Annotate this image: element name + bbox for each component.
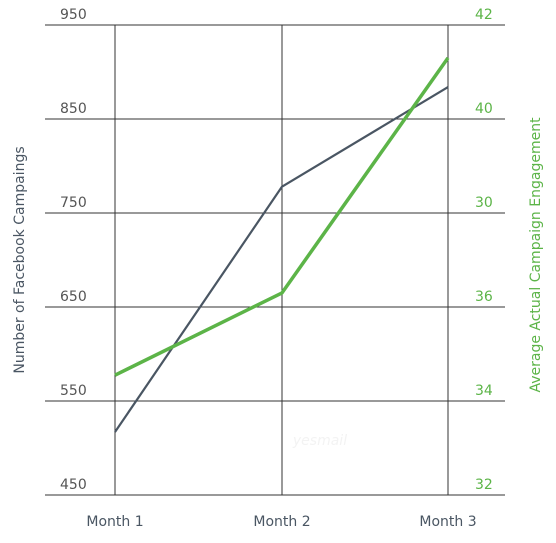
y2-tick-label: 34 (475, 383, 493, 399)
y2-tick-label: 40 (475, 101, 493, 117)
x-tick-label: Month 1 (86, 514, 143, 530)
series-line (114, 86, 449, 433)
series-line (114, 56, 450, 377)
watermark: yesmail (292, 433, 347, 449)
y-tick-label: 650 (60, 289, 87, 305)
y2-tick-label: 30 (475, 195, 493, 211)
y2-axis-label: Average Actual Campaign Engagement (528, 117, 544, 393)
y2-tick-label: 32 (475, 477, 493, 493)
y-tick-label: 850 (60, 101, 87, 117)
y-tick-label: 750 (60, 195, 87, 211)
y-tick-label: 450 (60, 477, 87, 493)
y-tick-label: 950 (60, 7, 87, 23)
y2-tick-label: 42 (475, 7, 493, 23)
y2-tick-label: 36 (475, 289, 493, 305)
x-tick-label: Month 2 (253, 514, 310, 530)
y-axis-label: Number of Facebook Campaings (12, 146, 28, 373)
y-tick-label: 550 (60, 383, 87, 399)
x-tick-label: Month 3 (419, 514, 476, 530)
